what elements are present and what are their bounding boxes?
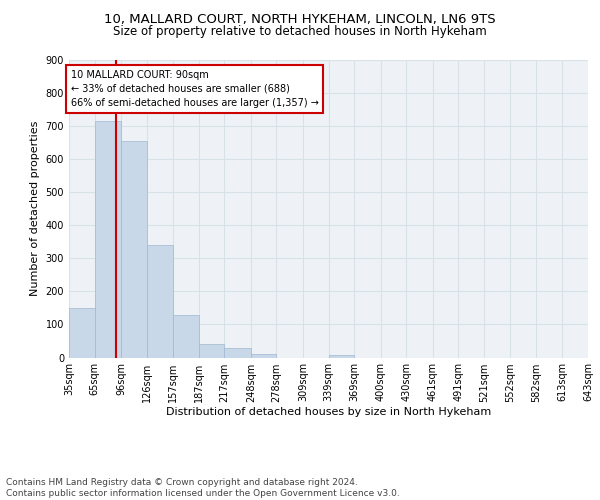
- Bar: [329, 355, 354, 358]
- Y-axis label: Number of detached properties: Number of detached properties: [30, 121, 40, 296]
- Bar: [95, 121, 121, 358]
- Bar: [224, 348, 251, 358]
- Text: Contains HM Land Registry data © Crown copyright and database right 2024.
Contai: Contains HM Land Registry data © Crown c…: [6, 478, 400, 498]
- Text: 10 MALLARD COURT: 90sqm
← 33% of detached houses are smaller (688)
66% of semi-d: 10 MALLARD COURT: 90sqm ← 33% of detache…: [71, 70, 319, 108]
- Bar: [146, 245, 173, 358]
- Bar: [199, 344, 224, 357]
- Bar: [251, 354, 277, 358]
- Text: Size of property relative to detached houses in North Hykeham: Size of property relative to detached ho…: [113, 25, 487, 38]
- Bar: [173, 314, 199, 358]
- Bar: [121, 141, 146, 358]
- Text: 10, MALLARD COURT, NORTH HYKEHAM, LINCOLN, LN6 9TS: 10, MALLARD COURT, NORTH HYKEHAM, LINCOL…: [104, 12, 496, 26]
- X-axis label: Distribution of detached houses by size in North Hykeham: Distribution of detached houses by size …: [166, 408, 491, 418]
- Bar: [69, 308, 95, 358]
